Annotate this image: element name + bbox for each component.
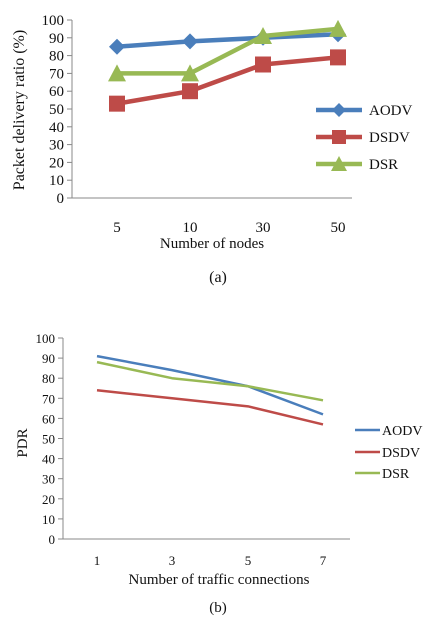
chart-b-xtick-label: 3 (169, 553, 176, 568)
chart-a-ytick-label: 40 (49, 120, 64, 136)
chart-a-xtick-label: 5 (113, 220, 121, 236)
chart-a-point-aodv (109, 38, 125, 55)
chart-b-xticks: 1 3 5 7 (94, 553, 327, 568)
chart-a-point-dsdv (330, 49, 346, 66)
chart-b-series-line-dsr (96, 360, 324, 402)
chart-b-series-line-dsdv (96, 389, 324, 426)
chart-b-ytick-label: 50 (42, 432, 55, 447)
chart-a-point-dsr (181, 64, 199, 82)
chart-b-caption: (b) (209, 600, 227, 616)
chart-a-xtick-label: 10 (183, 220, 198, 236)
chart-b-ytick-label: 100 (36, 331, 56, 346)
chart-a-legend-marker (332, 103, 346, 117)
chart-b-ytick-label: 40 (42, 452, 55, 467)
chart-a-xticks: 5 10 30 50 (113, 220, 345, 236)
chart-b-yticks: 0 10 20 30 40 50 60 70 80 90 100 (36, 331, 63, 547)
chart-a-point-dsdv (109, 95, 125, 112)
chart-a-legend-marker (332, 130, 346, 144)
chart-b-xtick-label: 7 (320, 553, 327, 568)
chart-b-legend: AODV DSDV DSR (355, 424, 422, 482)
chart-a-ytick-label: 60 (49, 84, 64, 100)
chart-a-point-aodv (182, 33, 198, 50)
chart-a-series-line-aodv (116, 31, 339, 49)
chart-a-point-dsr (108, 64, 126, 82)
chart-a-point-dsdv (255, 56, 271, 73)
chart-a-point-dsr (329, 19, 347, 37)
chart-a-xtick-label: 50 (331, 220, 346, 236)
chart-b-legend-label: AODV (382, 424, 422, 439)
chart-a-ytick-label: 80 (49, 49, 64, 65)
chart-a-point-dsr (254, 27, 272, 45)
chart-b-ytick-label: 0 (49, 532, 56, 547)
chart-a-ytick-label: 70 (49, 66, 64, 82)
chart-a-legend-marker (331, 156, 347, 171)
chart-b-ylabel: PDR (15, 428, 31, 457)
chart-a-ytick-label: 20 (49, 155, 64, 171)
chart-a-legend-label: AODV (369, 103, 412, 119)
chart-a-ylabel: Packet delivery ratio (%) (11, 30, 28, 190)
chart-a-legend: AODV DSDV DSR (316, 103, 412, 173)
chart-a-ytick-label: 50 (49, 102, 64, 118)
chart-a-xlabel: Number of nodes (160, 236, 264, 252)
chart-a-xtick-label: 30 (256, 220, 271, 236)
chart-a-ytick-label: 30 (49, 138, 64, 154)
chart-b-ytick-label: 80 (42, 371, 55, 386)
chart-a-legend-label: DSR (369, 157, 398, 173)
chart-b-series (96, 354, 324, 426)
chart-b-ytick-label: 20 (42, 492, 55, 507)
chart-b-ytick-label: 60 (42, 411, 55, 426)
chart-a-series (108, 19, 347, 112)
chart-a-caption: (a) (209, 269, 227, 286)
chart-a-ytick-label: 10 (49, 173, 64, 189)
chart-b-xtick-label: 1 (94, 553, 101, 568)
chart-a-legend-label: DSDV (369, 130, 410, 146)
chart-b-ytick-label: 10 (42, 512, 55, 527)
chart-b-ytick-label: 90 (42, 351, 55, 366)
chart-a-ytick-label: 90 (49, 31, 64, 47)
chart-b-legend-label: DSR (382, 467, 410, 482)
chart-a-series-line-dsdv (116, 55, 339, 106)
chart-a-ytick-label: 0 (57, 191, 65, 207)
chart-b-ytick-label: 70 (42, 391, 55, 406)
chart-b-legend-label: DSDV (382, 446, 420, 461)
chart-a-ytick-label: 100 (42, 13, 65, 29)
chart-a-series-line-dsr (117, 26, 339, 76)
chart-b-series-line-aodv (96, 354, 324, 416)
chart-b-ytick-label: 30 (42, 472, 55, 487)
chart-a-point-dsdv (182, 83, 198, 100)
chart-b-xlabel: Number of traffic connections (129, 572, 310, 588)
chart-b-xtick-label: 5 (245, 553, 252, 568)
